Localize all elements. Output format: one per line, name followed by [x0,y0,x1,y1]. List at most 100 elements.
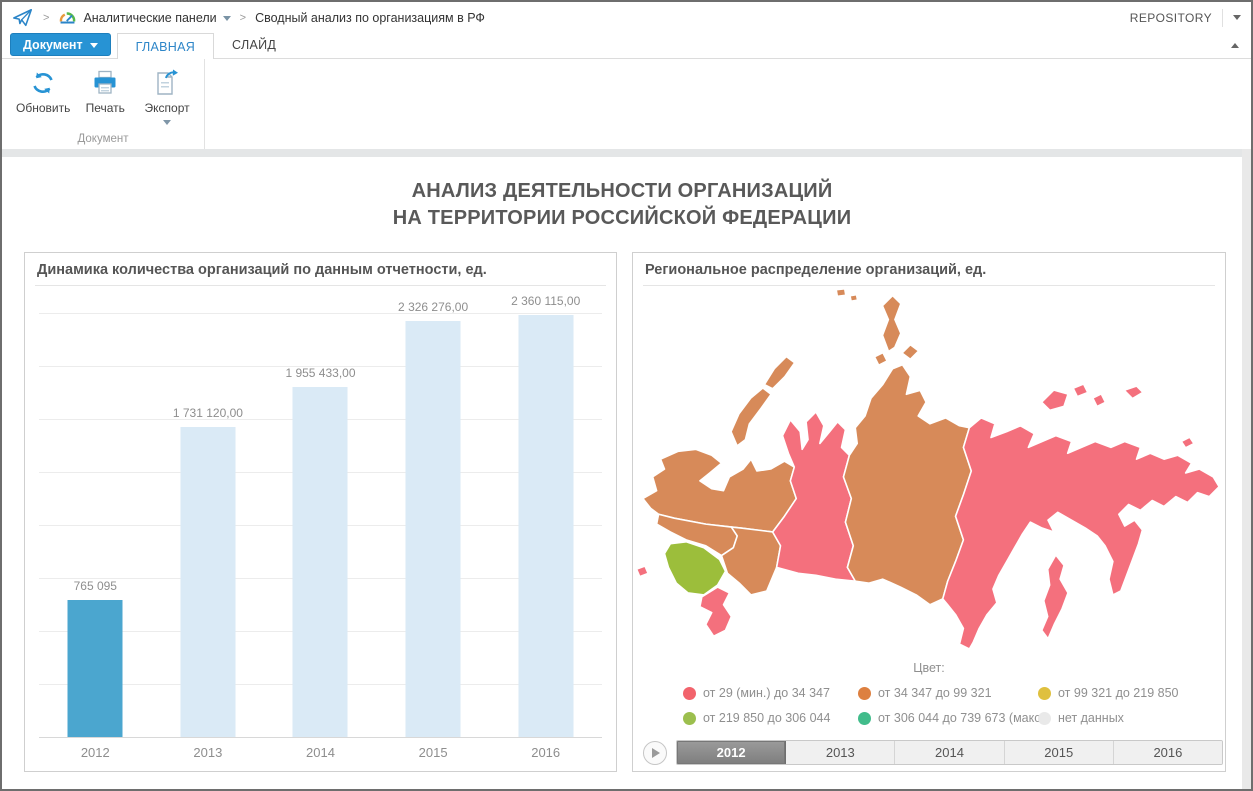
bar-chart-title: Динамика количества организаций по данны… [37,262,487,278]
legend-item: от 29 (мин.) до 34 347 [683,686,830,700]
legend-color-dot [858,711,871,725]
breadcrumb-current-document[interactable]: Сводный анализ по организациям в РФ [255,11,485,25]
top-bar: > Аналитические панели > Сводный анализ … [2,2,1251,33]
bar-slot: 765 095 [39,309,152,738]
island-new-siberian[interactable] [1041,389,1069,411]
refresh-button[interactable]: Обновить [16,65,70,125]
island-wrangel[interactable] [1124,385,1143,399]
page-title: АНАЛИЗ ДЕЯТЕЛЬНОСТИ ОРГАНИЗАЦИЙ НА ТЕРРИ… [2,178,1242,232]
x-axis-label: 2014 [306,745,335,760]
island-severnaya-zemlya[interactable] [901,344,919,360]
region-far-east[interactable] [941,417,1220,650]
island-bering[interactable] [1181,437,1195,448]
bar-slot: 1 955 433,00 [264,309,377,738]
bar-slot: 2 360 115,00 [489,294,602,738]
legend-label: от 34 347 до 99 321 [878,686,992,700]
bar-slot: 1 731 120,00 [152,309,265,738]
bar-2015[interactable] [405,321,461,737]
refresh-icon [29,69,57,97]
island-new-siberian[interactable] [1092,393,1106,407]
ribbon-tab-bar: Документ ГЛАВНАЯ СЛАЙД [2,33,1251,59]
breadcrumb-dashboards[interactable]: Аналитические панели [58,9,231,26]
x-axis-label: 2016 [531,745,561,760]
island-new-siberian[interactable] [1073,383,1088,397]
legend-color-dot [858,686,871,700]
tab-slide-label: СЛАЙД [232,38,277,52]
chevron-down-icon [89,43,98,48]
timeline-year-2012[interactable]: 2012 [677,741,787,764]
export-label: Экспорт [144,101,190,115]
region-south[interactable] [663,541,727,596]
document-menu-button[interactable]: Документ [10,33,111,56]
legend-label: от 99 321 до 219 850 [1058,686,1179,700]
breadcrumb-separator: > [239,11,247,24]
breadcrumb-document-label: Сводный анализ по организациям в РФ [255,10,485,25]
tab-main[interactable]: ГЛАВНАЯ [116,33,215,59]
island-severnaya-zemlya[interactable] [874,352,888,366]
year-track: 2012 2013 2014 2015 2016 [676,740,1223,765]
bar-2014[interactable] [292,387,348,737]
bar-value-label: 765 095 [73,579,117,593]
island-novaya-zemlya-north[interactable] [764,356,795,389]
x-axis-labels: 2012 2013 2014 2015 2016 [39,745,602,763]
export-button[interactable]: Экспорт [140,65,194,125]
island-franz-josef[interactable] [836,288,846,297]
chevron-down-icon [222,16,231,21]
legend-color-dot [683,711,696,725]
gauge-icon [58,9,77,26]
refresh-label: Обновить [16,101,71,115]
bar-value-label: 2 360 115,00 [511,294,581,308]
divider [643,285,1215,286]
bar-value-label: 1 955 433,00 [285,366,356,380]
breadcrumb-dashboards-label: Аналитические панели [83,10,217,25]
bar-2016[interactable] [518,315,574,737]
x-axis-label: 2013 [193,745,223,760]
scrollbar-track[interactable] [1242,149,1251,789]
tab-main-label: ГЛАВНАЯ [135,39,196,54]
island-franz-josef[interactable] [849,294,858,302]
breadcrumb-separator: > [43,11,50,24]
ribbon-page-divider [2,149,1251,157]
bar-2013[interactable] [180,427,236,737]
repository-label[interactable]: REPOSITORY [1129,10,1212,25]
timeline-year-2013[interactable]: 2013 [786,741,896,764]
gridline [39,366,602,367]
map-legend-row: от 29 (мин.) до 34 347 от 34 347 до 99 32… [633,686,1225,706]
play-button[interactable] [643,740,667,765]
legend-color-dot [683,686,696,700]
play-icon [652,747,660,758]
region-ural[interactable] [771,411,857,582]
island-severnaya-zemlya[interactable] [882,295,901,352]
dashboard-page: АНАЛИЗ ДЕЯТЕЛЬНОСТИ ОРГАНИЗАЦИЙ НА ТЕРРИ… [2,157,1242,789]
map-legend-row: от 219 850 до 306 044 от 306 044 до 739 6… [633,711,1225,731]
ribbon-group-label: Документ [77,133,129,145]
legend-label: от 29 (мин.) до 34 347 [703,686,830,700]
timeline-year-2015[interactable]: 2015 [1004,741,1114,764]
map-title: Региональное распределение организаций, … [645,262,987,278]
repository-chevron-down-icon[interactable] [1233,15,1241,20]
legend-item: от 219 850 до 306 044 [683,711,830,725]
legend-item: от 99 321 до 219 850 [1038,686,1178,700]
tab-slide[interactable]: СЛАЙД [214,32,294,58]
x-axis-label: 2012 [80,745,110,760]
page-title-line1: АНАЛИЗ ДЕЯТЕЛЬНОСТИ ОРГАНИЗАЦИЙ [411,180,833,202]
timeline-year-2014[interactable]: 2014 [895,741,1005,764]
legend-item: от 306 044 до 739 673 (макс.) [858,711,1048,725]
island-sakhalin[interactable] [1041,555,1069,639]
region-north-caucasus[interactable] [699,586,733,637]
collapse-ribbon-icon[interactable] [1231,43,1239,48]
print-button[interactable]: Печать [78,65,132,125]
russia-map [635,285,1225,657]
print-label: Печать [85,101,125,115]
bar-2012[interactable] [67,600,123,737]
legend-color-dot [1038,711,1051,725]
island-novaya-zemlya-south[interactable] [730,387,772,446]
region-kaliningrad[interactable] [636,565,649,577]
timeline-year-2016[interactable]: 2016 [1113,741,1222,764]
map-legend-title: Цвет: [913,661,945,675]
legend-color-dot [1038,686,1051,700]
x-axis-label: 2015 [418,745,448,760]
legend-label: от 306 044 до 739 673 (макс.) [878,711,1049,725]
app-logo-paper-plane-icon[interactable] [12,7,34,29]
divider [1222,8,1223,27]
